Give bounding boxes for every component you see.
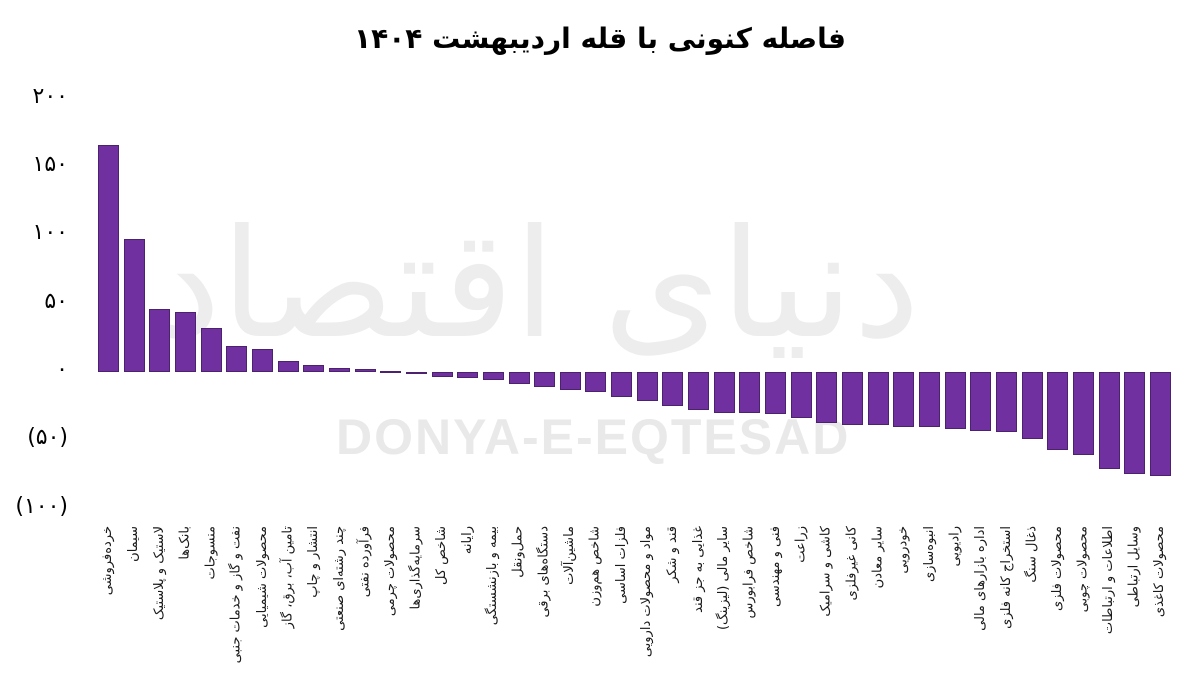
bar-30: [867, 372, 889, 426]
bar-40: [1124, 372, 1146, 475]
bar-17: [534, 372, 556, 388]
bar-41: [1149, 372, 1171, 476]
x-axis-label-34: اداره بازارهای مالی: [972, 526, 988, 631]
x-axis-label-7: تامین آب، برق، گاز: [280, 526, 296, 629]
x-axis-label-14: رایانه: [459, 526, 475, 555]
x-axis-label-29: کانی غیرفلزی: [844, 526, 860, 601]
x-axis-label-28: کاشی و سرامیک: [818, 526, 834, 617]
x-axis-label-41: محصولات کاغذی: [1152, 526, 1168, 618]
x-axis-label-36: ذغال سنگ: [1024, 526, 1040, 583]
bar-31: [893, 372, 915, 427]
x-axis-label-20: فلزات اساسی: [613, 526, 629, 604]
x-axis-label-35: استخراج کانه فلزی: [998, 526, 1014, 629]
x-axis-label-33: رادیویی: [947, 526, 963, 567]
bar-5: [226, 346, 248, 372]
x-axis-label-17: دستگاه‌های برقی: [536, 526, 552, 618]
y-axis-tick-200: ۲۰۰: [32, 83, 68, 109]
x-axis-label-11: محصولات چرمی: [382, 526, 398, 617]
x-axis-label-1: سیمان: [126, 526, 142, 562]
bar-11: [380, 370, 402, 373]
bar-20: [611, 372, 633, 397]
chart-title: فاصله کنونی با قله اردیبهشت ۱۴۰۴: [354, 22, 846, 55]
y-axis-tick--50: (۵۰): [27, 425, 68, 451]
x-axis-label-30: سایر معادن: [870, 526, 886, 589]
x-axis-label-38: محصولات چوبی: [1075, 526, 1091, 613]
bar-13: [431, 372, 453, 378]
x-axis-label-0: خرده‌فروشی: [100, 526, 116, 596]
x-axis-label-27: زراعت: [793, 526, 809, 563]
x-axis-label-40: وسایل ارتباطی: [1126, 526, 1142, 608]
x-axis-label-18: ماشین‌آلات: [562, 526, 578, 585]
bar-36: [1021, 372, 1043, 439]
x-axis-label-32: انبوه‌سازی: [921, 526, 937, 582]
x-axis-label-10: فرآورده نفتی: [357, 526, 373, 598]
x-axis-label-2: لاستیک و پلاستیک: [151, 526, 167, 621]
bar-4: [200, 328, 222, 372]
bar-38: [1072, 372, 1094, 456]
bar-34: [970, 372, 992, 431]
bar-29: [842, 372, 864, 426]
x-axis-label-26: فنی و مهندسی: [767, 526, 783, 607]
bar-23: [688, 372, 710, 411]
bar-18: [559, 372, 581, 390]
x-axis-label-4: منسوجات: [203, 526, 219, 580]
bar-9: [328, 367, 350, 372]
bar-0: [98, 145, 119, 372]
bar-12: [405, 372, 427, 374]
x-axis-label-21: مواد و محصولات دارویی: [639, 526, 655, 658]
bar-3: [174, 311, 196, 372]
y-axis-tick-100: ۱۰۰: [32, 220, 68, 246]
x-axis-label-22: قند و شکر: [664, 526, 680, 583]
bar-37: [1047, 372, 1069, 450]
x-axis-label-39: اطلاعات و ارتباطات: [1101, 526, 1117, 635]
bar-10: [354, 369, 376, 372]
bar-35: [995, 372, 1017, 433]
y-axis-tick-150: ۱۵۰: [32, 152, 68, 178]
x-axis-label-3: بانک‌ها: [177, 526, 193, 560]
bar-6: [251, 348, 273, 372]
bar-16: [508, 372, 530, 385]
bar-24: [713, 372, 735, 413]
x-axis-label-23: غذایی به جز قند: [690, 526, 706, 613]
watermark-persian-logo: دنیای اقتصاد: [154, 198, 920, 372]
y-axis-tick-50: ۵۰: [44, 288, 68, 314]
bar-27: [790, 372, 812, 419]
bar-21: [636, 372, 658, 401]
x-axis-label-16: حمل‌ونقل: [511, 526, 526, 578]
bar-19: [585, 372, 607, 393]
bar-25: [739, 372, 761, 413]
bar-8: [303, 365, 325, 372]
x-axis-label-31: خودرویی: [895, 526, 911, 574]
bar-26: [765, 372, 787, 415]
bar-33: [944, 372, 966, 430]
bar-14: [457, 372, 479, 379]
x-axis-label-8: انتشار و چاپ: [305, 526, 321, 598]
x-axis-label-5: نفت و گاز و خدمات جنبی: [228, 526, 244, 664]
bar-15: [482, 372, 504, 380]
bar-22: [662, 372, 684, 407]
bar-2: [149, 309, 171, 372]
y-axis-tick--100: (۱۰۰): [15, 493, 68, 519]
x-axis-label-9: چند رشته‌ای صنعتی: [331, 526, 347, 631]
x-axis-label-24: سایر مالی (لیزینگ): [716, 526, 732, 631]
watermark-latin-text: DONYA-E-EQTESAD: [336, 409, 851, 465]
bar-28: [816, 372, 838, 423]
x-axis-label-13: شاخص کل: [434, 526, 450, 585]
x-axis-label-37: محصولات فلزی: [1049, 526, 1065, 611]
x-axis-label-6: محصولات شیمیایی: [254, 526, 270, 628]
bar-1: [123, 239, 145, 372]
x-axis-label-19: شاخص هم‌وزن: [587, 526, 603, 607]
bar-32: [919, 372, 941, 427]
bar-7: [277, 361, 299, 372]
x-axis-label-12: سرمایه‌گذاری‌ها: [408, 526, 424, 610]
bar-39: [1098, 372, 1120, 469]
x-axis-label-15: بیمه و بازنشستگی: [485, 526, 501, 626]
x-axis-label-25: شاخص فرابورس: [741, 526, 757, 619]
y-axis-tick-0: ۰: [56, 357, 68, 382]
